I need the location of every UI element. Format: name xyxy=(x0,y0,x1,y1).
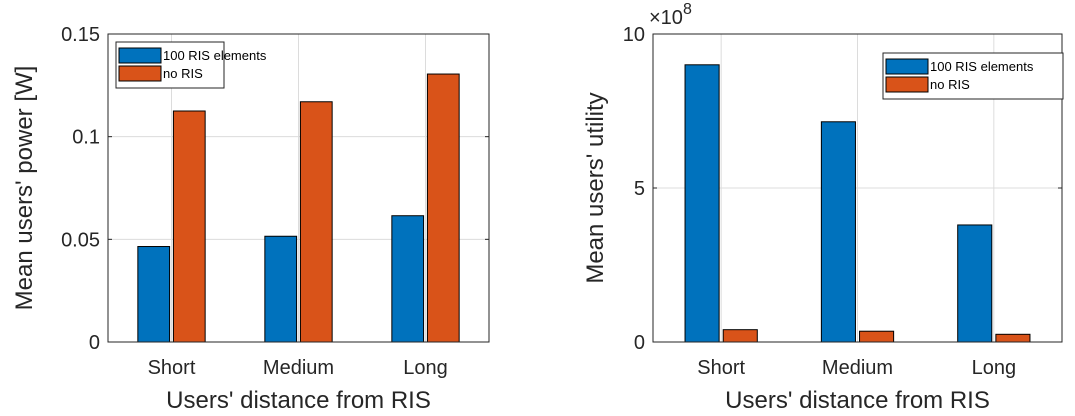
bar-100-ris-short xyxy=(684,64,720,343)
legend-swatch-100-ris xyxy=(885,58,929,75)
y-tick-label: 5 xyxy=(634,178,645,200)
y-tick-label: 0.1 xyxy=(72,127,100,149)
y-tick-label: 0.15 xyxy=(61,24,100,46)
bar-100-ris-long xyxy=(957,224,993,343)
y-axis-label: Mean users' power [W] xyxy=(11,66,38,311)
x-tick-labels: Short Medium Long xyxy=(697,357,1016,379)
bar-100-ris-medium xyxy=(264,235,298,343)
exponent-base: ×10 xyxy=(649,7,683,29)
x-tick-labels: Short Medium Long xyxy=(148,357,448,379)
bars xyxy=(684,64,1031,343)
legend-label-100-ris: 100 RIS elements xyxy=(930,59,1034,74)
y-axis-exponent: ×108 xyxy=(649,1,692,29)
x-axis-label: Users' distance from RIS xyxy=(725,387,990,414)
bar-no-ris-short xyxy=(172,110,206,343)
x-tick-label: Long xyxy=(403,357,448,379)
bar-no-ris-short xyxy=(722,329,758,343)
y-tick-labels: 0 0.05 0.1 0.15 xyxy=(61,24,100,354)
x-tick-label: Short xyxy=(697,357,745,379)
legend-label-100-ris: 100 RIS elements xyxy=(163,48,267,63)
x-axis-label: Users' distance from RIS xyxy=(166,387,431,414)
legend-swatch-no-ris xyxy=(885,76,929,93)
exponent-power: 8 xyxy=(683,1,692,18)
x-tick-label: Long xyxy=(972,357,1017,379)
y-tick-label: 0 xyxy=(89,332,100,354)
bar-100-ris-short xyxy=(137,246,171,343)
bar-100-ris-long xyxy=(391,215,425,343)
x-tick-label: Medium xyxy=(263,357,334,379)
plot-frame xyxy=(652,33,1063,343)
legend-swatch-no-ris xyxy=(118,65,162,82)
legend-label-no-ris: no RIS xyxy=(163,66,203,81)
plot-frame xyxy=(107,33,490,343)
bar-no-ris-medium xyxy=(859,330,895,343)
legend-label-no-ris: no RIS xyxy=(930,77,970,92)
bar-no-ris-long xyxy=(426,73,460,343)
legend: 100 RIS elements no RIS xyxy=(115,41,267,89)
x-tick-label: Short xyxy=(148,357,196,379)
legend-swatch-100-ris xyxy=(118,47,162,64)
chart-power: 0 0.05 0.1 0.15 Short Medium Long Users' dist… xyxy=(11,24,490,414)
legend: 100 RIS elements no RIS xyxy=(882,52,1064,100)
x-tick-label: Medium xyxy=(822,357,893,379)
bar-100-ris-medium xyxy=(820,121,856,343)
y-tick-label: 0.05 xyxy=(61,229,100,251)
y-axis-label: Mean users' utility xyxy=(582,92,609,283)
y-tick-label: 0 xyxy=(634,332,645,354)
bar-no-ris-medium xyxy=(299,101,333,343)
chart-utility: 0 5 10 Short Medium Long Users' distance fro… xyxy=(582,1,1064,414)
bars xyxy=(137,73,460,343)
y-tick-label: 10 xyxy=(623,24,645,46)
bar-no-ris-long xyxy=(995,333,1031,343)
y-tick-labels: 0 5 10 xyxy=(623,24,645,354)
